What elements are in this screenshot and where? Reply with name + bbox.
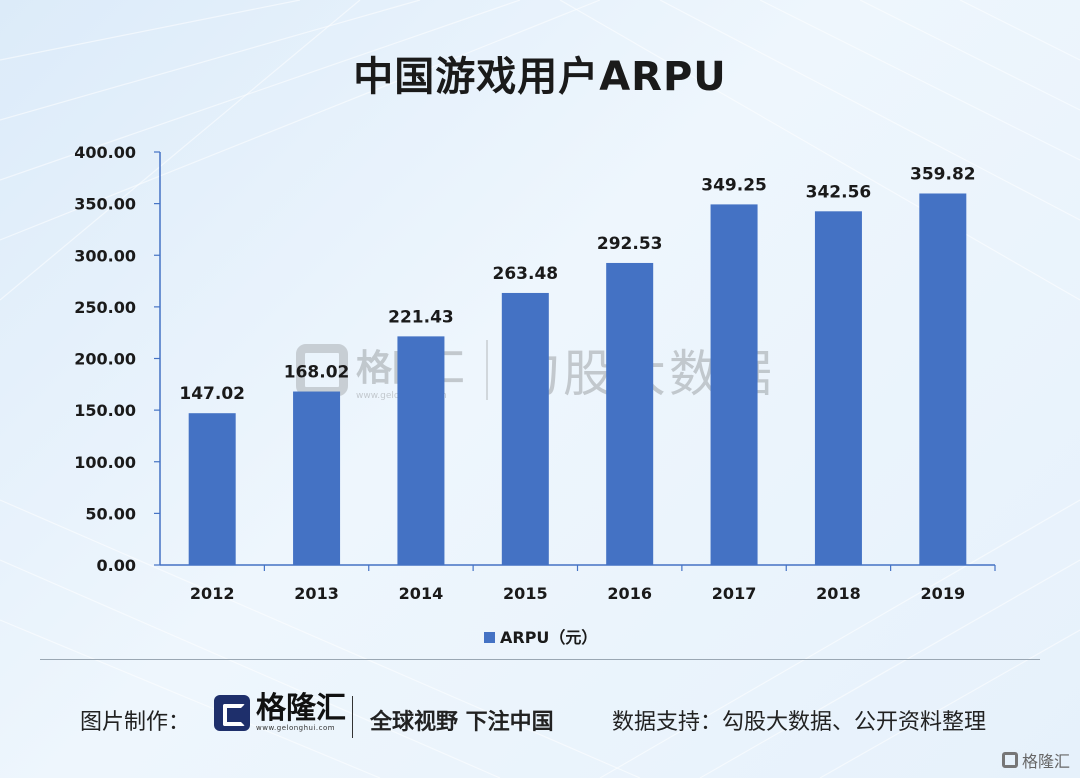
y-tick-label: 250.00: [74, 298, 136, 317]
data-support: 数据支持：勾股大数据、公开资料整理: [612, 710, 987, 735]
corner-logo-icon: [1001, 752, 1018, 768]
bar-2012: [188, 413, 236, 565]
data-label: 292.53: [597, 234, 663, 254]
x-tick-label: 2014: [399, 584, 444, 603]
data-label: 359.82: [910, 164, 976, 184]
footer-url: www.gelonghui.com: [256, 724, 336, 732]
y-tick-label: 400.00: [74, 143, 136, 162]
footer: 图片制作： 格隆汇 www.gelonghui.com 全球视野 下注中国 数据…: [0, 690, 1080, 750]
data-label: 147.02: [179, 384, 245, 404]
footer-separator: [352, 696, 353, 738]
y-tick-label: 150.00: [74, 401, 136, 420]
footer-divider: [40, 659, 1040, 660]
corner-logo-text: 格隆汇: [1021, 752, 1070, 771]
bar-2019: [919, 193, 967, 566]
data-label: 168.02: [284, 363, 350, 383]
bar-2014: [397, 336, 445, 565]
x-tick-label: 2016: [607, 584, 652, 603]
x-tick-label: 2019: [921, 584, 966, 603]
bar-2017: [710, 204, 758, 566]
x-tick-label: 2017: [712, 584, 757, 603]
y-tick-label: 300.00: [74, 246, 136, 265]
x-tick-label: 2013: [294, 584, 339, 603]
bar-2016: [606, 262, 654, 565]
data-label: 263.48: [493, 264, 559, 284]
data-label: 349.25: [701, 175, 767, 195]
footer-brand: 格隆汇: [256, 691, 346, 726]
data-label: 221.43: [388, 307, 454, 327]
bar-chart: 0.00 50.00 100.00 150.00 200.00 250.00 300.00 3…: [74, 143, 996, 647]
y-tick-label: 0.00: [97, 556, 136, 575]
data-label: 342.56: [806, 182, 872, 202]
bar-2013: [293, 391, 341, 565]
x-tick-label: 2012: [190, 584, 235, 603]
y-tick-label: 350.00: [74, 195, 136, 214]
legend-swatch: [484, 632, 495, 643]
chart-title: 中国游戏用户ARPU: [353, 54, 727, 100]
corner-logo: 格隆汇: [1001, 748, 1070, 772]
legend-label: ARPU（元）: [500, 628, 597, 647]
bar-2018: [814, 211, 862, 565]
bar-2015: [501, 292, 549, 565]
x-tick-label: 2015: [503, 584, 548, 603]
logo-g-icon: [214, 695, 250, 731]
footer-logo: 格隆汇 www.gelonghui.com: [214, 694, 346, 732]
y-tick-label: 50.00: [85, 504, 136, 523]
y-tick-label: 100.00: [74, 453, 136, 472]
y-tick-label: 200.00: [74, 350, 136, 369]
x-tick-label: 2018: [816, 584, 861, 603]
made-by-label: 图片制作：: [80, 710, 191, 735]
footer-slogan: 全球视野 下注中国: [370, 710, 554, 735]
